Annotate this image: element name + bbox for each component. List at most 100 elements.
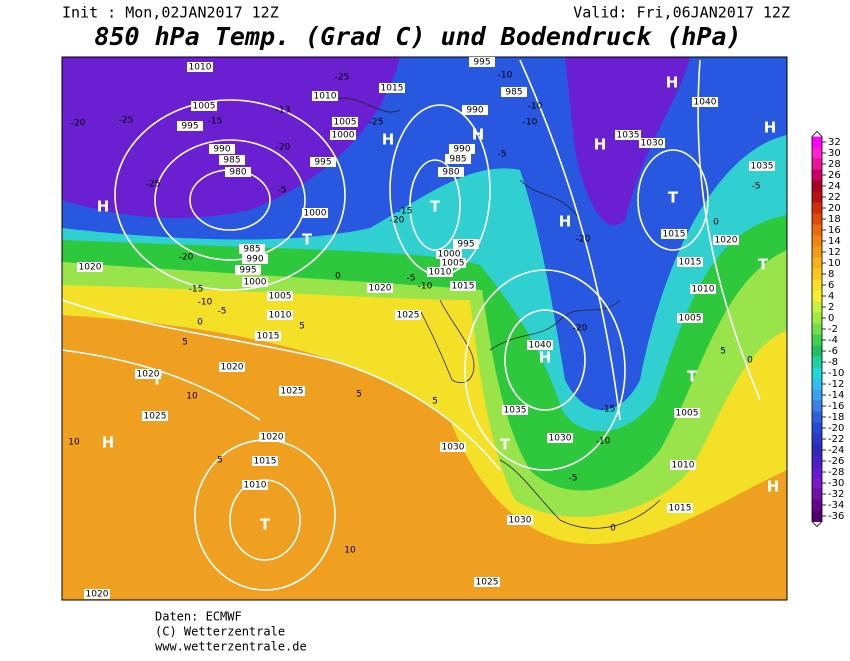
color-swatch	[812, 444, 822, 456]
color-swatch	[812, 268, 822, 280]
color-tick-label: -16	[828, 401, 844, 412]
color-swatch	[812, 510, 822, 522]
isobar-label: 995	[314, 158, 331, 168]
label-box	[209, 144, 235, 154]
pressure-center: H	[102, 434, 115, 452]
color-tick-label: 32	[828, 137, 841, 148]
label-box	[474, 577, 500, 587]
label-box	[191, 101, 217, 111]
pressure-center: H	[594, 136, 607, 154]
label-box	[527, 340, 553, 350]
color-tick-label: -8	[828, 357, 838, 368]
isobar-label: 985	[223, 156, 240, 166]
isotherm-label: -15	[398, 207, 413, 217]
isobar-label: 1000	[244, 278, 267, 288]
isobar	[464, 269, 626, 471]
color-tick-label: -36	[828, 511, 844, 522]
isotherm-label: -20	[71, 119, 86, 129]
label-box	[84, 589, 110, 599]
isotherm-label: 10	[186, 392, 198, 402]
isobar-label: 1005	[334, 118, 357, 128]
pressure-center: H	[666, 74, 679, 92]
footer-url: www.wetterzentrale.de	[155, 640, 307, 654]
pressure-center: H	[539, 349, 552, 367]
isobar-label: 1020	[715, 236, 738, 246]
color-swatch	[812, 378, 822, 390]
color-tick-label: -26	[828, 456, 844, 467]
label-box	[77, 262, 103, 272]
isotherm-label: 0	[713, 218, 719, 228]
isobar-label: 1015	[257, 332, 280, 342]
color-swatch	[812, 323, 822, 335]
color-tick-label: -4	[828, 335, 838, 346]
color-swatch	[812, 169, 822, 181]
color-tick-label: 18	[828, 214, 841, 225]
label-box	[670, 460, 696, 470]
isotherm-label: -20	[576, 235, 591, 245]
color-tick-label: -22	[828, 434, 844, 445]
isotherm-label: -25	[119, 116, 134, 126]
label-box	[501, 87, 527, 97]
label-box	[312, 91, 338, 101]
label-box	[235, 265, 261, 275]
isotherm-label: 10	[344, 546, 356, 556]
isobar-label: 1000	[438, 250, 461, 260]
color-tick-label: -28	[828, 467, 844, 478]
color-tick-label: 8	[828, 269, 834, 280]
isotherm-label: -10	[498, 71, 513, 81]
label-box	[462, 105, 488, 115]
label-box	[427, 267, 453, 277]
color-tick-label: 14	[828, 236, 841, 247]
label-box	[677, 313, 703, 323]
color-tick-label: -20	[828, 423, 844, 434]
isotherm-label: -25	[335, 73, 350, 83]
color-tick-label: 4	[828, 291, 834, 302]
color-swatch	[812, 191, 822, 203]
label-box	[367, 283, 393, 293]
footer-copyright: (C) Wetterzentrale	[155, 625, 285, 639]
isobar-label: 995	[457, 240, 474, 250]
map-title: 850 hPa Temp. (Grad C) und Bodendruck (h…	[94, 22, 741, 51]
isobar-label: 985	[505, 88, 522, 98]
isotherm-label: 5	[720, 347, 726, 357]
isobar-label: 1010	[189, 63, 212, 73]
label-box	[639, 138, 665, 148]
isotherm-label: -25	[146, 180, 161, 190]
color-tick-label: -24	[828, 445, 844, 456]
isobar-label: 1025	[476, 578, 499, 588]
color-tick-label: -2	[828, 324, 838, 335]
label-box	[438, 167, 464, 177]
color-bar: 32302826242220181614121086420-2-4-6-8-10…	[811, 130, 844, 528]
label-box	[713, 235, 739, 245]
isotherm-label: 0	[197, 318, 203, 328]
color-swatch	[812, 389, 822, 401]
isotherm-label: 5	[182, 338, 188, 348]
label-box	[440, 258, 466, 268]
isobar-label: 1030	[641, 139, 664, 149]
label-box	[449, 144, 475, 154]
pressure-center: T	[260, 516, 271, 534]
isobar-label: 1020	[86, 590, 109, 600]
color-swatch	[812, 466, 822, 478]
color-tick-label: -14	[828, 390, 844, 401]
isobar-label: 1015	[452, 282, 475, 292]
isobar-label: 1000	[332, 131, 355, 141]
color-swatch	[812, 158, 822, 170]
valid-time: Valid: Fri,06JAN2017 12Z	[573, 4, 790, 22]
label-box	[440, 442, 466, 452]
isotherm-label: -10	[198, 298, 213, 308]
isotherm-label: 0	[610, 524, 616, 534]
color-tick-label: -10	[828, 368, 844, 379]
color-tick-label: -30	[828, 478, 844, 489]
label-box	[615, 130, 641, 140]
isobar-label: 1015	[663, 230, 686, 240]
color-swatch	[812, 246, 822, 258]
isobar-label: 1015	[381, 84, 404, 94]
isobar-label: 1035	[504, 406, 527, 416]
label-box	[219, 155, 245, 165]
color-swatch	[812, 136, 822, 148]
pressure-center: H	[382, 131, 395, 149]
color-swatch	[812, 147, 822, 159]
color-tick-label: 26	[828, 170, 841, 181]
